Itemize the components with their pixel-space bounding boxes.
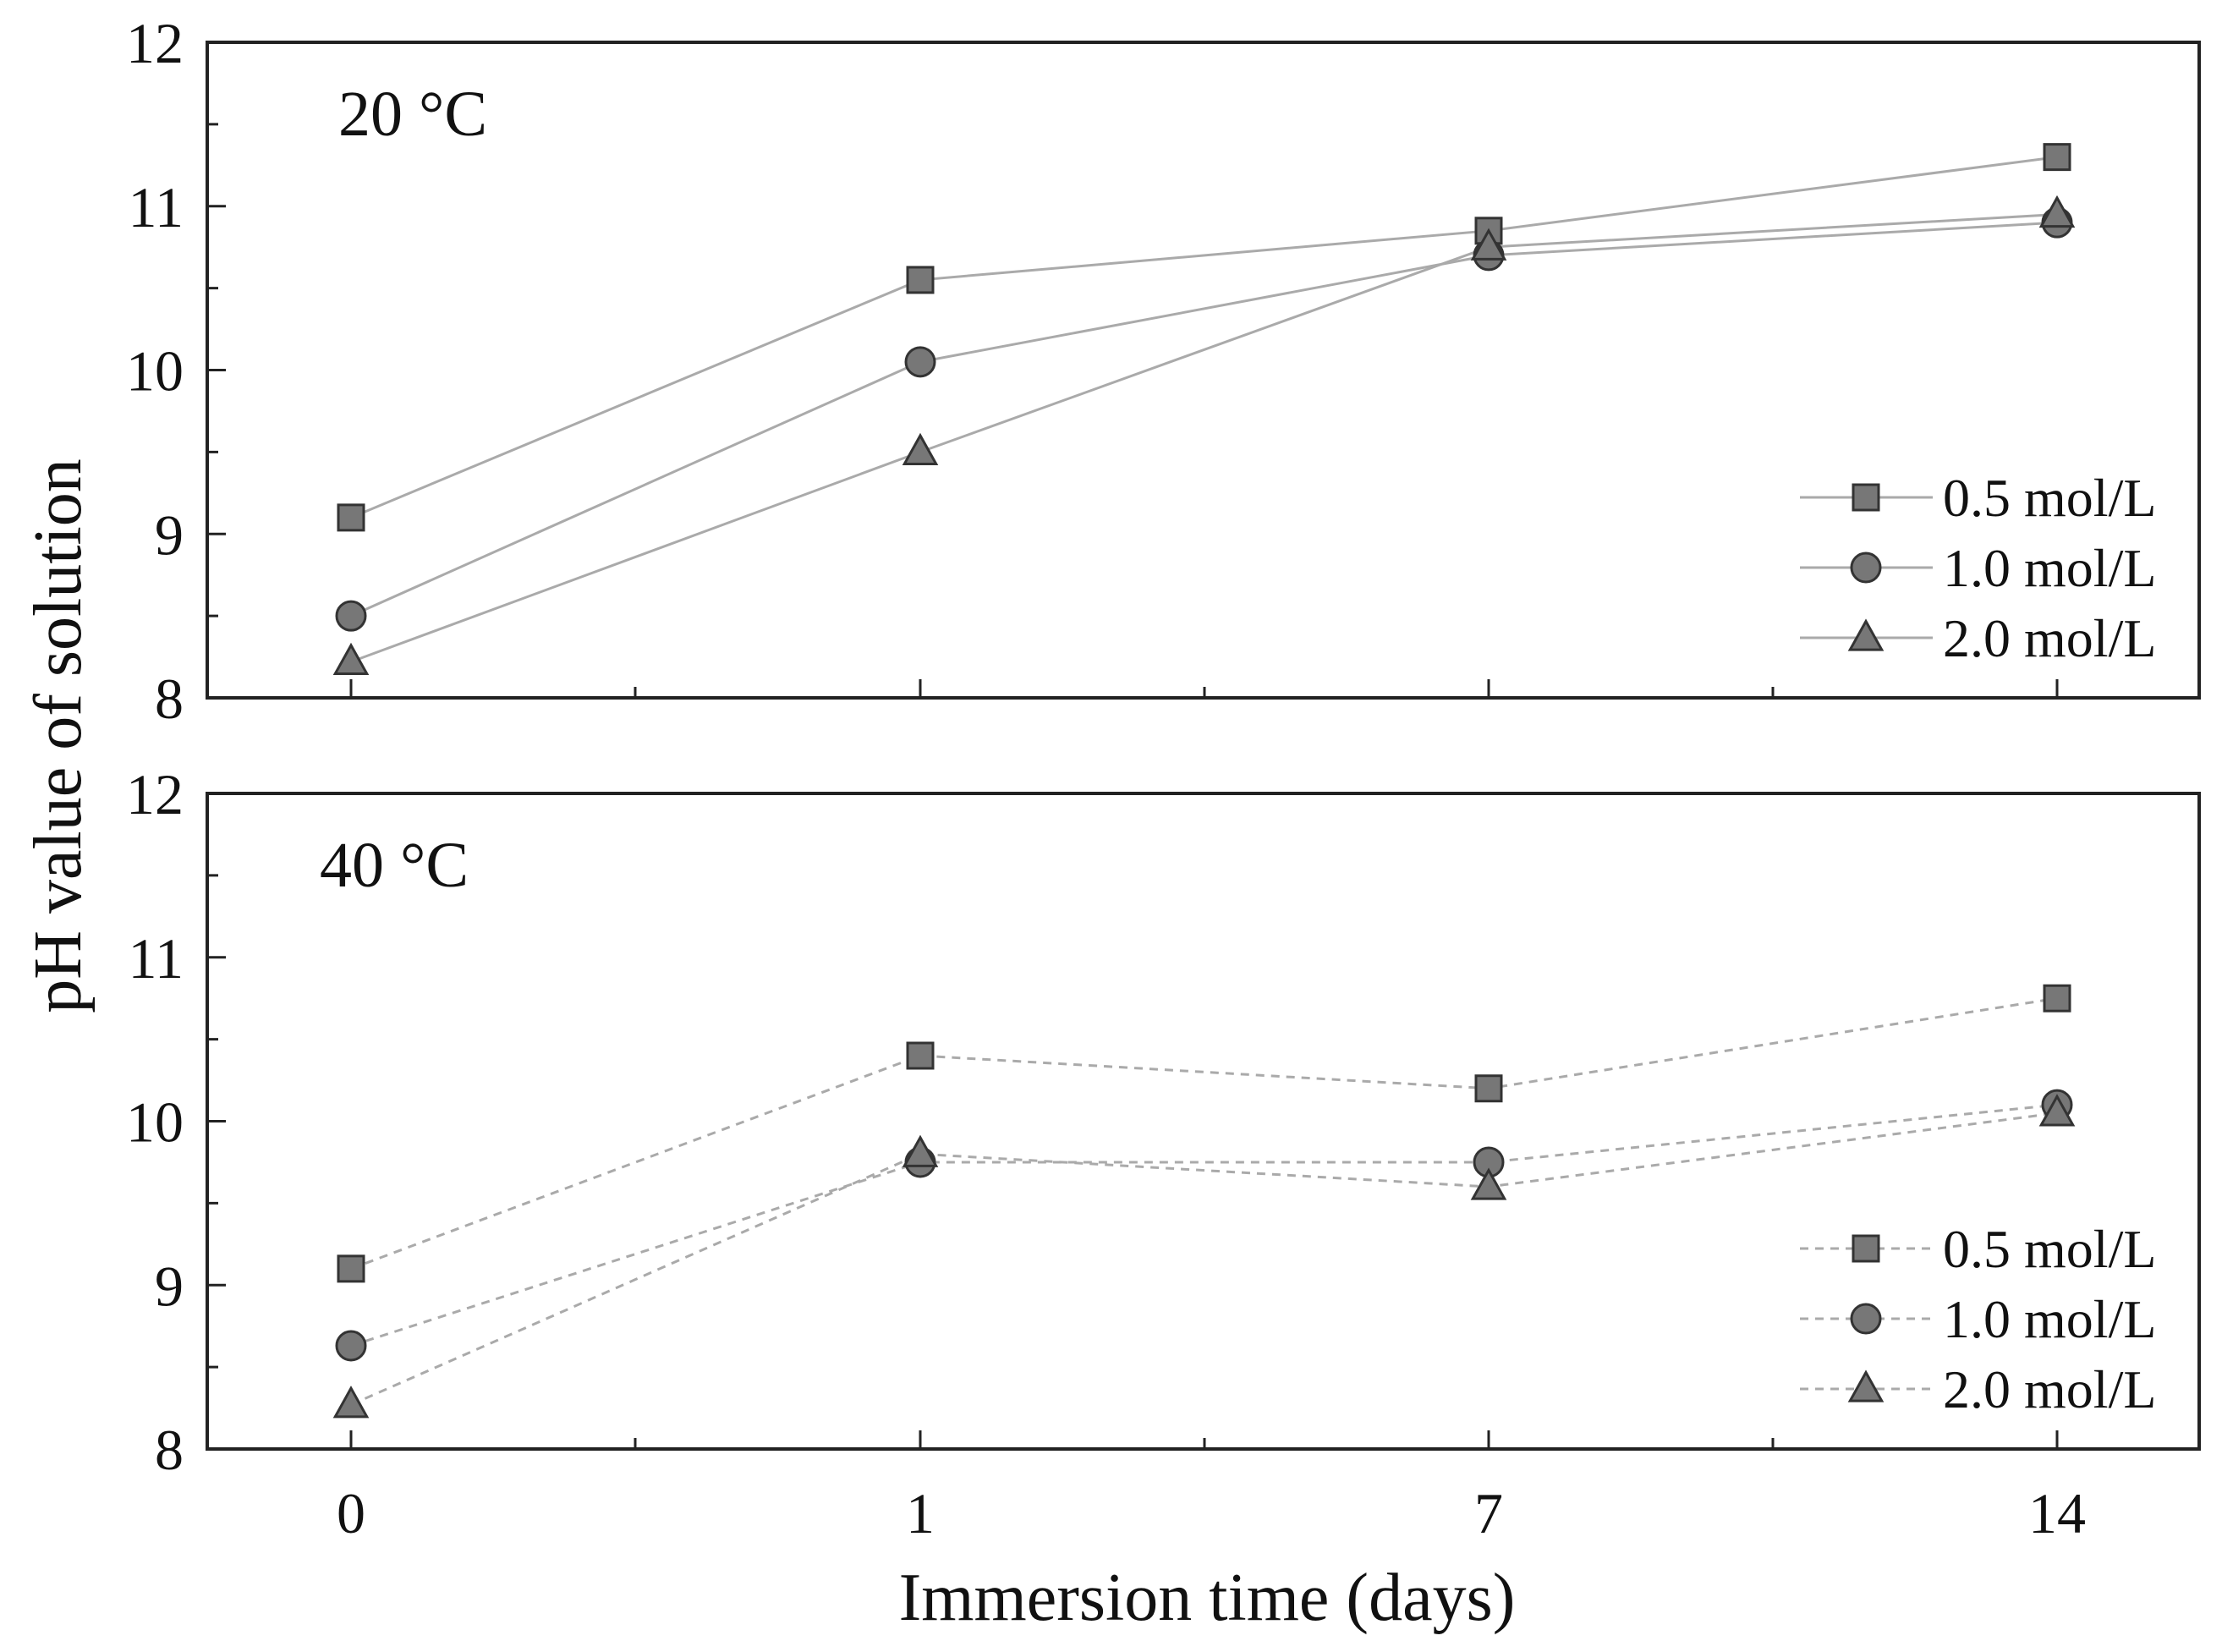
panel-1-series-2-point <box>904 346 936 378</box>
panel-2-legend-label-3: 2.0 mol/L <box>1943 1359 2156 1419</box>
panel-1-temperature-label: 20 °C <box>338 79 487 150</box>
y-axis-title: pH value of solution <box>21 458 96 1013</box>
panel-1-y-tick-label: 11 <box>129 175 184 239</box>
panel-2-y-tick-label: 8 <box>155 1418 184 1482</box>
panel-1-series-1-point <box>906 266 935 294</box>
panel-2-series-2-line <box>350 1103 2058 1347</box>
panel-2-y-tick-label: 10 <box>126 1090 184 1155</box>
panel-1-series-2-line <box>350 221 2058 617</box>
panel-1-series-3-point <box>332 642 370 676</box>
panel-1-legend-marker-3 <box>1847 618 1885 651</box>
panel-1-series-3-point <box>2038 195 2076 228</box>
panel-2-series-1-point <box>1474 1074 1503 1103</box>
panel-1-series-1-line <box>350 156 2058 519</box>
panel-2-frame <box>206 792 2201 1451</box>
panel-2-series-1-point <box>337 1254 365 1283</box>
panel-1-y-tick-label: 9 <box>155 502 184 567</box>
panel-1-series-1-point <box>337 503 365 532</box>
panel-1-series-3-line <box>350 212 2058 663</box>
panel-2-series-3-point <box>2038 1094 2076 1127</box>
panel-2-legend-marker-3 <box>1847 1369 1885 1402</box>
panel-2-series-1-point <box>2043 984 2071 1013</box>
panel-1-legend-label-2: 1.0 mol/L <box>1943 538 2156 598</box>
panel-1-series-3-point <box>902 432 939 466</box>
x-tick-label: 14 <box>2028 1481 2086 1545</box>
x-tick-label: 0 <box>337 1481 365 1545</box>
panel-2-y-tick-label: 9 <box>155 1254 184 1318</box>
panel-1-y-tick-label: 12 <box>126 11 184 75</box>
panel-2-series-2-point <box>335 1330 367 1362</box>
panel-1-legend-marker-1 <box>1852 483 1880 512</box>
panel-1-legend-marker-2 <box>1850 552 1882 584</box>
panel-1-legend-label-1: 0.5 mol/L <box>1943 468 2156 528</box>
panel-2-legend-label-2: 1.0 mol/L <box>1943 1289 2156 1349</box>
panel-1-y-tick-label: 10 <box>126 339 184 403</box>
panel-2-temperature-label: 40 °C <box>320 830 469 901</box>
panel-2-y-tick-label: 11 <box>129 926 184 991</box>
panel-2-series-1-point <box>906 1041 935 1070</box>
x-tick-label: 1 <box>906 1481 935 1545</box>
x-axis-title: Immersion time (days) <box>899 1561 1516 1635</box>
panel-2-series-1-line <box>350 996 2058 1271</box>
panel-1-series-2-point <box>335 600 367 632</box>
panel-2-series-3-point <box>1470 1167 1507 1200</box>
panel-2-series-3-point <box>332 1386 370 1419</box>
panel-2: 8 9 10 11 12 40 °C 0.5 mol/L 1.0 mol/L 2.0 mol/L <box>126 762 2201 1482</box>
panel-1: 8 9 10 11 12 20 °C 0.5 mol/L 1.0 mol/L 2.0 mol/L <box>126 11 2201 731</box>
panel-1-legend-label-3: 2.0 mol/L <box>1943 608 2156 668</box>
panel-2-legend-marker-1 <box>1852 1234 1880 1263</box>
panel-1-frame <box>206 41 2201 700</box>
panel-2-legend-marker-2 <box>1850 1303 1882 1335</box>
panel-2-series-3-point <box>902 1134 939 1167</box>
panel-1-series-3-point <box>1470 228 1507 261</box>
x-tick-label: 7 <box>1474 1481 1503 1545</box>
panel-1-series-1-point <box>2043 143 2071 172</box>
panel-2-y-tick-label: 12 <box>126 762 184 826</box>
panel-2-legend-label-1: 0.5 mol/L <box>1943 1219 2156 1279</box>
panel-2-series-3-line <box>350 1111 2058 1407</box>
panel-1-y-tick-label: 8 <box>155 667 184 731</box>
